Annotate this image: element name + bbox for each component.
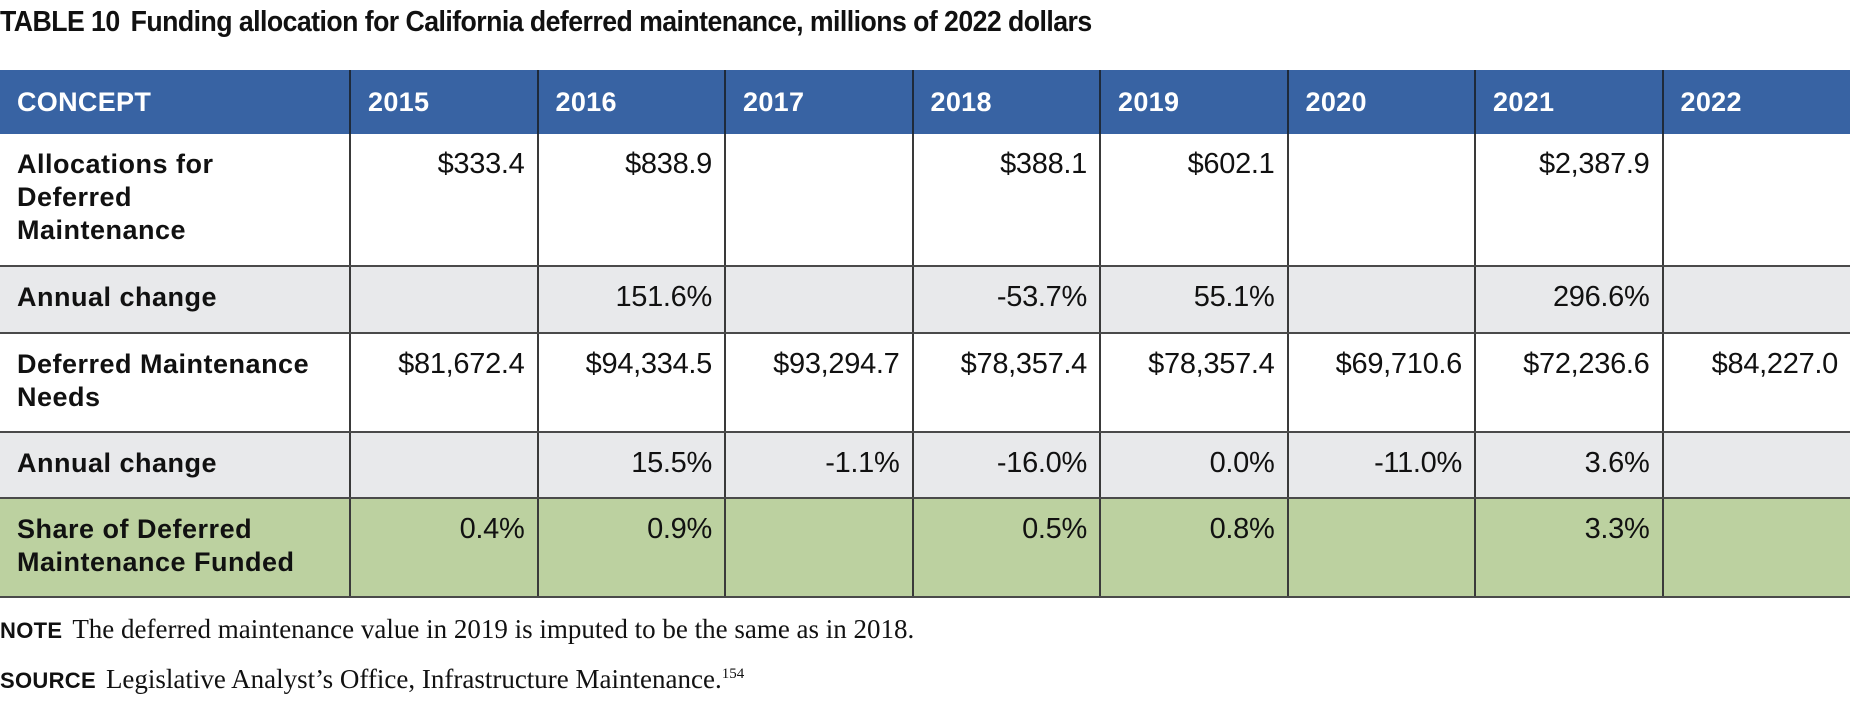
table-row-needs: Deferred Maintenance Needs $81,672.4 $94… bbox=[0, 333, 1850, 433]
table-cell: $69,710.6 bbox=[1286, 333, 1476, 433]
source-text: Legislative Analyst’s Office, Infrastruc… bbox=[105, 664, 722, 694]
table-cell: 0.0% bbox=[1099, 432, 1289, 499]
table-cell bbox=[1286, 134, 1476, 267]
table-cell: $602.1 bbox=[1099, 134, 1289, 267]
table-cell: 15.5% bbox=[536, 432, 726, 499]
table-cell: $94,334.5 bbox=[536, 333, 726, 433]
table-source: SOURCE Legislative Analyst’s Office, Infr… bbox=[0, 664, 744, 695]
table-cell bbox=[1286, 498, 1476, 598]
row-label: Allocations for Deferred Maintenance bbox=[0, 134, 351, 267]
table-cell: 151.6% bbox=[536, 266, 726, 334]
row-label: Annual change bbox=[0, 266, 351, 334]
table-cell: 0.8% bbox=[1099, 498, 1289, 598]
note-tag: NOTE bbox=[0, 618, 63, 643]
table-header-row: CONCEPT 2015 2016 2017 2018 2019 2020 20… bbox=[0, 70, 1850, 134]
table-row-needs-annual-change: Annual change 15.5% -1.1% -16.0% 0.0% -1… bbox=[0, 432, 1850, 499]
header-concept: CONCEPT bbox=[0, 70, 351, 134]
header-year: 2020 bbox=[1286, 70, 1476, 134]
row-label: Share of Deferred Maintenance Funded bbox=[0, 498, 351, 598]
table-cell: 0.4% bbox=[349, 498, 539, 598]
table-cell: 0.9% bbox=[536, 498, 726, 598]
table-cell bbox=[724, 266, 914, 334]
table-note: NOTE The deferred maintenance value in 20… bbox=[0, 614, 914, 645]
header-year: 2015 bbox=[349, 70, 539, 134]
table-cell bbox=[724, 498, 914, 598]
table-cell bbox=[1661, 266, 1850, 334]
table-cell: -53.7% bbox=[911, 266, 1101, 334]
table-cell bbox=[1286, 266, 1476, 334]
header-year: 2021 bbox=[1474, 70, 1664, 134]
table-row-allocations: Allocations for Deferred Maintenance $33… bbox=[0, 134, 1850, 267]
table-caption: Funding allocation for California deferr… bbox=[130, 6, 1093, 38]
table-cell bbox=[349, 266, 539, 334]
table-cell bbox=[724, 134, 914, 267]
table-cell: $81,672.4 bbox=[349, 333, 539, 433]
table-cell: -16.0% bbox=[911, 432, 1101, 499]
table-cell: $93,294.7 bbox=[724, 333, 914, 433]
table-title: TABLE 10 Funding allocation for Californi… bbox=[0, 6, 1092, 39]
table-cell: 296.6% bbox=[1474, 266, 1664, 334]
table-cell: $388.1 bbox=[911, 134, 1101, 267]
footnote-reference[interactable]: 154 bbox=[721, 666, 745, 682]
table-row-allocations-annual-change: Annual change 151.6% -53.7% 55.1% 296.6% bbox=[0, 266, 1850, 334]
table-number: TABLE 10 bbox=[0, 6, 120, 38]
table-cell: 3.6% bbox=[1474, 432, 1664, 499]
table-cell bbox=[1661, 432, 1850, 499]
table-cell: 55.1% bbox=[1099, 266, 1289, 334]
table-cell: $333.4 bbox=[349, 134, 539, 267]
table-row-share-funded: Share of Deferred Maintenance Funded 0.4… bbox=[0, 498, 1850, 598]
header-year: 2018 bbox=[911, 70, 1101, 134]
table-cell: 3.3% bbox=[1474, 498, 1664, 598]
table-cell: -11.0% bbox=[1286, 432, 1476, 499]
row-label: Annual change bbox=[0, 432, 351, 499]
header-year: 2017 bbox=[724, 70, 914, 134]
table-cell: $78,357.4 bbox=[1099, 333, 1289, 433]
row-label: Deferred Maintenance Needs bbox=[0, 333, 351, 433]
table-cell: $2,387.9 bbox=[1474, 134, 1664, 267]
funding-table: CONCEPT 2015 2016 2017 2018 2019 2020 20… bbox=[0, 70, 1850, 598]
table-cell bbox=[1661, 134, 1850, 267]
header-year: 2022 bbox=[1661, 70, 1850, 134]
header-year: 2016 bbox=[536, 70, 726, 134]
table-cell: $72,236.6 bbox=[1474, 333, 1664, 433]
table-cell: -1.1% bbox=[724, 432, 914, 499]
table-cell: $838.9 bbox=[536, 134, 726, 267]
table-cell bbox=[1661, 498, 1850, 598]
header-year: 2019 bbox=[1099, 70, 1289, 134]
note-text: The deferred maintenance value in 2019 i… bbox=[72, 614, 915, 644]
table-cell: $78,357.4 bbox=[911, 333, 1101, 433]
table-cell: $84,227.0 bbox=[1661, 333, 1850, 433]
source-tag: SOURCE bbox=[0, 668, 96, 693]
table-cell: 0.5% bbox=[911, 498, 1101, 598]
table-cell bbox=[349, 432, 539, 499]
